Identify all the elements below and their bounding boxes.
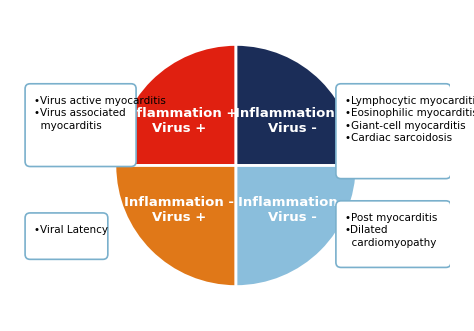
Text: Inflammation +
Virus -: Inflammation + Virus - <box>235 107 350 135</box>
FancyBboxPatch shape <box>336 201 451 267</box>
Wedge shape <box>236 44 357 166</box>
Wedge shape <box>236 166 357 287</box>
FancyBboxPatch shape <box>25 84 136 166</box>
FancyBboxPatch shape <box>25 213 108 260</box>
Text: Inflammation -
Virus +: Inflammation - Virus + <box>125 196 235 224</box>
FancyBboxPatch shape <box>336 84 451 179</box>
Text: •Lymphocytic myocarditis
•Eosinophilic myocarditis
•Giant-cell myocarditis
•Card: •Lymphocytic myocarditis •Eosinophilic m… <box>345 96 474 143</box>
Text: Inflammation -
Virus -: Inflammation - Virus - <box>237 196 347 224</box>
Wedge shape <box>115 166 236 287</box>
Text: •Viral Latency: •Viral Latency <box>34 225 108 235</box>
Wedge shape <box>115 44 236 166</box>
Text: •Post myocarditis
•Dilated
  cardiomyopathy: •Post myocarditis •Dilated cardiomyopath… <box>345 213 438 248</box>
Text: •Virus active myocarditis
•Virus associated
  myocarditis: •Virus active myocarditis •Virus associa… <box>34 96 166 131</box>
Text: Inflammation +
Virus +: Inflammation + Virus + <box>122 107 237 135</box>
